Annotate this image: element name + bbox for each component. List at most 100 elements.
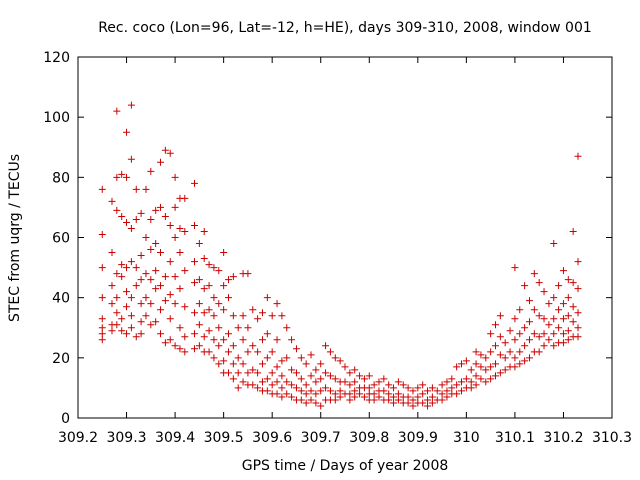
- data-point: [297, 375, 305, 383]
- data-point: [283, 354, 291, 362]
- data-point: [258, 309, 266, 317]
- data-point: [205, 348, 213, 356]
- data-point: [574, 285, 582, 293]
- data-point: [147, 246, 155, 254]
- data-point: [394, 390, 402, 398]
- data-point: [152, 206, 160, 214]
- data-point: [283, 378, 291, 386]
- data-point: [215, 360, 223, 368]
- data-point: [132, 185, 140, 193]
- data-point: [312, 399, 320, 407]
- data-point: [268, 381, 276, 389]
- data-point: [249, 306, 257, 314]
- data-point: [511, 264, 519, 272]
- data-point: [118, 315, 126, 323]
- data-point: [215, 300, 223, 308]
- data-point: [511, 354, 519, 362]
- data-point: [224, 330, 232, 338]
- data-point: [132, 215, 140, 223]
- data-point: [467, 366, 475, 374]
- data-point: [200, 285, 208, 293]
- data-point: [428, 393, 436, 401]
- data-point: [191, 179, 199, 187]
- data-point: [380, 375, 388, 383]
- data-point: [525, 318, 533, 326]
- data-point: [127, 101, 135, 109]
- data-point: [176, 224, 184, 232]
- data-point: [123, 128, 131, 136]
- data-point: [147, 321, 155, 329]
- data-point: [171, 342, 179, 350]
- data-point: [292, 345, 300, 353]
- data-point: [98, 336, 106, 344]
- data-point: [210, 264, 218, 272]
- data-point: [123, 218, 131, 226]
- data-point: [171, 173, 179, 181]
- data-point: [346, 396, 354, 404]
- data-point: [550, 330, 558, 338]
- data-point: [438, 390, 446, 398]
- data-point: [419, 381, 427, 389]
- data-point: [249, 342, 257, 350]
- x-tick-label: 310.3: [592, 430, 632, 446]
- data-point: [545, 336, 553, 344]
- data-point: [433, 387, 441, 395]
- data-point: [132, 282, 140, 290]
- data-point: [113, 206, 121, 214]
- data-point: [127, 155, 135, 163]
- data-point: [336, 393, 344, 401]
- data-point: [234, 369, 242, 377]
- data-point: [224, 348, 232, 356]
- data-point: [530, 270, 538, 278]
- x-tick-label: 309.9: [398, 430, 438, 446]
- data-point: [273, 300, 281, 308]
- data-point: [258, 360, 266, 368]
- data-point: [569, 303, 577, 311]
- data-point: [390, 384, 398, 392]
- data-point: [263, 387, 271, 395]
- data-point: [390, 393, 398, 401]
- data-point: [550, 315, 558, 323]
- data-point: [574, 152, 582, 160]
- data-point: [564, 294, 572, 302]
- data-point: [322, 369, 330, 377]
- data-point: [385, 396, 393, 404]
- data-point: [453, 381, 461, 389]
- data-point: [210, 312, 218, 320]
- data-point: [535, 279, 543, 287]
- data-point: [491, 342, 499, 350]
- data-point: [540, 315, 548, 323]
- data-point: [108, 327, 116, 335]
- data-point: [472, 360, 480, 368]
- data-point: [244, 270, 252, 278]
- y-tick-label: 0: [61, 411, 70, 427]
- data-point: [263, 294, 271, 302]
- data-point: [540, 288, 548, 296]
- data-point: [263, 375, 271, 383]
- data-point: [487, 375, 495, 383]
- data-point: [224, 369, 232, 377]
- data-point: [404, 384, 412, 392]
- x-tick-label: 310.1: [495, 430, 535, 446]
- data-point: [326, 372, 334, 380]
- data-point: [181, 194, 189, 202]
- data-point: [525, 336, 533, 344]
- data-point: [467, 378, 475, 386]
- data-point: [200, 255, 208, 263]
- data-point: [171, 234, 179, 241]
- data-point: [496, 351, 504, 359]
- data-point: [137, 300, 145, 308]
- data-point: [453, 363, 461, 371]
- data-point: [521, 357, 529, 365]
- data-point: [574, 324, 582, 332]
- data-point: [482, 354, 490, 362]
- data-point: [491, 360, 499, 368]
- data-point: [331, 390, 339, 398]
- data-point: [98, 330, 106, 338]
- data-point: [462, 375, 470, 383]
- data-point: [555, 324, 563, 332]
- data-point: [147, 215, 155, 223]
- data-point: [351, 378, 359, 386]
- y-tick-label: 100: [43, 110, 70, 126]
- data-point: [375, 378, 383, 386]
